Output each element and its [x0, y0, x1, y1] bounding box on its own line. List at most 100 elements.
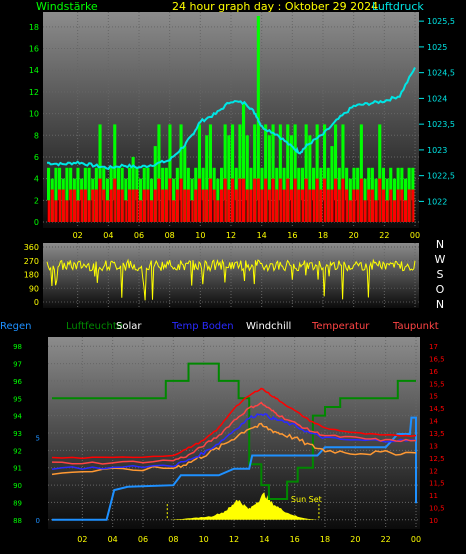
time-tick-top: 16 [287, 231, 297, 240]
rain-tick: 0 [36, 517, 40, 525]
rain-tick: 5 [36, 434, 40, 442]
wind-average-bar [304, 178, 308, 222]
wind-average-bar [308, 189, 312, 222]
wind-gust-bar [205, 135, 209, 222]
wind-speed-tick: 12 [29, 88, 39, 97]
wind-gust-bar [231, 124, 235, 222]
wind-average-gap [356, 200, 358, 222]
wind-gust-bar [286, 124, 290, 222]
wind-average-gap [124, 200, 126, 222]
wind-average-bar [367, 189, 371, 222]
temperature-tick: 12,5 [429, 455, 445, 463]
pressure-title: Luftdruck [372, 0, 424, 13]
legend-item: Regen [0, 321, 32, 332]
wind-gust-bar [334, 124, 338, 222]
wind-average-gap [367, 200, 369, 222]
wind-direction-grid [43, 243, 419, 308]
time-tick-top: 02 [73, 231, 83, 240]
wind-average-bar [83, 189, 87, 222]
wind-speed-tick: 0 [34, 218, 39, 227]
pressure-tick: 1023 [427, 146, 447, 155]
time-tick-top: 12 [226, 231, 236, 240]
wind-average-bar [352, 189, 356, 222]
wind-average-bar [76, 200, 80, 222]
wind-average-gap [58, 200, 59, 222]
sunset-label: Sun Set [291, 495, 322, 504]
wind-average-bar [278, 178, 282, 222]
wind-gust-bar [267, 135, 271, 222]
legend-item: Taupunkt [392, 321, 439, 332]
pressure-axis: 1025,5 1025 1024,5 1024 1023,5 1023 1022,5 1022 [419, 17, 455, 206]
temperature-line [51, 387, 417, 460]
wind-average-bar [256, 178, 260, 222]
pressure-tick: 1022,5 [427, 172, 455, 181]
wind-average-bar [212, 189, 216, 222]
wind-average-bar [116, 189, 120, 222]
temperature-tick: 12 [429, 467, 438, 475]
wind-speed-tick: 10 [29, 110, 39, 119]
temperature-tick: 16,5 [429, 355, 445, 363]
compass-label: N [436, 238, 444, 251]
pressure-tick: 1025,5 [427, 17, 455, 26]
humidity-tick: 94 [13, 413, 22, 421]
humidity-tick: 88 [13, 517, 22, 525]
wind-average-bar [370, 189, 374, 222]
wind-gust-bar [157, 124, 161, 222]
wind-average-gap [323, 200, 324, 222]
wind-average-bar [326, 189, 330, 222]
wind-direction-tick: 180 [24, 271, 39, 280]
wind-average-gap [389, 200, 391, 222]
wind-gust-bar [304, 124, 308, 222]
wind-average-bar [102, 189, 106, 222]
wind-average-bar [271, 178, 275, 222]
legend-item: Temp Boden [171, 321, 234, 332]
wind-average-gap [102, 200, 104, 222]
wind-direction-axis: 360 270 180 90 0 [24, 243, 39, 307]
wind-direction-line [46, 258, 416, 301]
wind-average-bar [363, 200, 367, 222]
solar-area [168, 492, 319, 520]
time-tick-bottom: 12 [229, 535, 239, 544]
time-tick-bottom: 06 [138, 535, 148, 544]
wind-average-bar [61, 189, 65, 222]
wind-average-gap [179, 200, 181, 222]
time-tick-bottom: 04 [108, 535, 118, 544]
wind-average-gap [201, 200, 203, 222]
wind-average-bar [183, 189, 187, 222]
pressure-tick: 1023,5 [427, 120, 455, 129]
rain-line [52, 416, 417, 521]
humidity-tick: 93 [13, 430, 22, 438]
wind-average-gap [212, 200, 214, 222]
time-tick-top: 08 [165, 231, 175, 240]
wind-average-bar [411, 189, 415, 222]
wind-average-bar [245, 189, 249, 222]
wind-gust-bar [293, 124, 297, 222]
wind-average-bar [359, 178, 363, 222]
wind-average-gap [245, 200, 247, 222]
wind-average-bar [135, 189, 139, 222]
wind-average-gap [256, 200, 258, 222]
wind-average-gap [400, 200, 402, 222]
time-tick-top: 10 [195, 231, 205, 240]
wind-gust-bar [227, 135, 231, 222]
wind-gust-bar [323, 124, 327, 222]
temperature-tick: 10,5 [429, 505, 445, 513]
time-tick-bottom: 14 [259, 535, 269, 544]
legend-item: Luftfeuchte [66, 321, 123, 332]
windchill-line [51, 401, 417, 465]
wind-average-bar [197, 178, 201, 222]
wind-gust-bar [76, 167, 80, 222]
legend-item: Temperatur [311, 321, 370, 332]
temperature-tick: 13 [429, 442, 438, 450]
time-tick-top: 14 [257, 231, 267, 240]
wind-average-gap [80, 200, 82, 222]
wind-average-bar [264, 178, 268, 222]
wind-average-bar [139, 200, 143, 222]
wind-average-gap [146, 200, 148, 222]
wind-speed-tick: 16 [29, 45, 39, 54]
wind-average-bar [124, 200, 128, 222]
wind-gust-bar [208, 124, 212, 222]
wind-gust-bar [378, 124, 382, 222]
wind-average-bar [378, 178, 382, 222]
temperature-tick: 11,5 [429, 480, 445, 488]
